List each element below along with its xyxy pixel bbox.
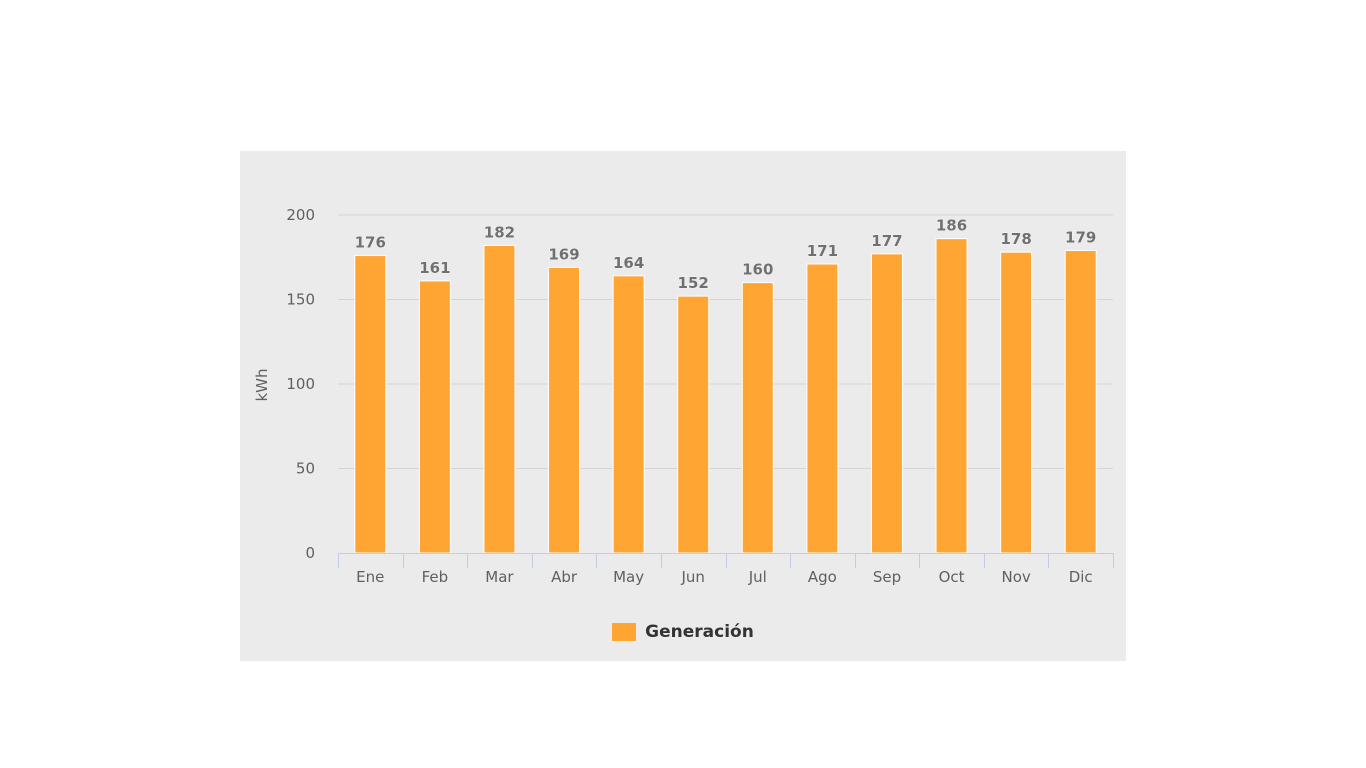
x-tick-label: Jul [748,568,767,586]
bar[interactable] [1000,251,1033,554]
data-labels: 176 161 182 169 164 152 160 171 177 186 178 179 [354,216,1096,292]
x-tick-label: Ago [808,568,837,586]
bar-chart: 0 50 100 150 200 kWh Ene Feb Mar Abr May Jun Jul Ag… [253,206,1114,586]
bar[interactable] [612,275,645,554]
chart-panel: 0 50 100 150 200 kWh Ene Feb Mar Abr May Jun Jul Ag… [240,151,1126,661]
bar[interactable] [418,280,451,554]
x-axis-ticks: Ene Feb Mar Abr May Jun Jul Ago Sep Oct Nov Dic [356,568,1093,586]
legend[interactable]: Generación [240,620,1126,644]
y-tick-label: 50 [296,460,315,478]
bar[interactable] [935,238,968,554]
x-tick-label: Dic [1069,568,1093,586]
x-tick-label: Abr [551,568,578,586]
data-label: 177 [871,232,902,250]
y-tick-label: 0 [305,544,315,562]
x-tick-label: Ene [356,568,384,586]
data-label: 176 [355,234,386,252]
data-label: 171 [807,242,838,260]
bars [354,238,1097,554]
legend-swatch-generacion[interactable] [612,623,637,641]
y-axis-label: kWh [253,368,271,401]
bar[interactable] [483,244,516,554]
data-label: 152 [678,274,709,292]
bar[interactable] [354,255,387,554]
y-axis-ticks: 0 50 100 150 200 [286,206,315,562]
data-label: 169 [548,245,579,263]
y-tick-label: 100 [286,375,315,393]
x-tick-label: May [613,568,644,586]
data-label: 164 [613,254,644,272]
bar[interactable] [741,282,774,554]
data-label: 161 [419,259,450,277]
data-label: 178 [1000,230,1031,248]
gridlines [338,214,1113,469]
data-label: 160 [742,261,773,279]
x-tick-label: Nov [1001,568,1030,586]
data-label: 182 [484,223,515,241]
legend-label-generacion[interactable]: Generación [645,622,754,642]
data-label: 179 [1065,228,1096,246]
x-tick-label: Feb [422,568,449,586]
bar[interactable] [548,266,581,554]
x-tick-label: Jun [680,568,704,586]
y-tick-label: 150 [286,291,315,309]
bar[interactable] [1064,249,1097,554]
bar[interactable] [677,295,710,554]
bar[interactable] [806,263,839,554]
data-label: 186 [936,217,967,235]
bar[interactable] [870,253,903,554]
x-axis [338,553,1114,568]
x-tick-label: Mar [485,568,514,586]
y-tick-label: 200 [286,206,315,224]
x-tick-label: Oct [939,568,965,586]
x-tick-label: Sep [873,568,901,586]
